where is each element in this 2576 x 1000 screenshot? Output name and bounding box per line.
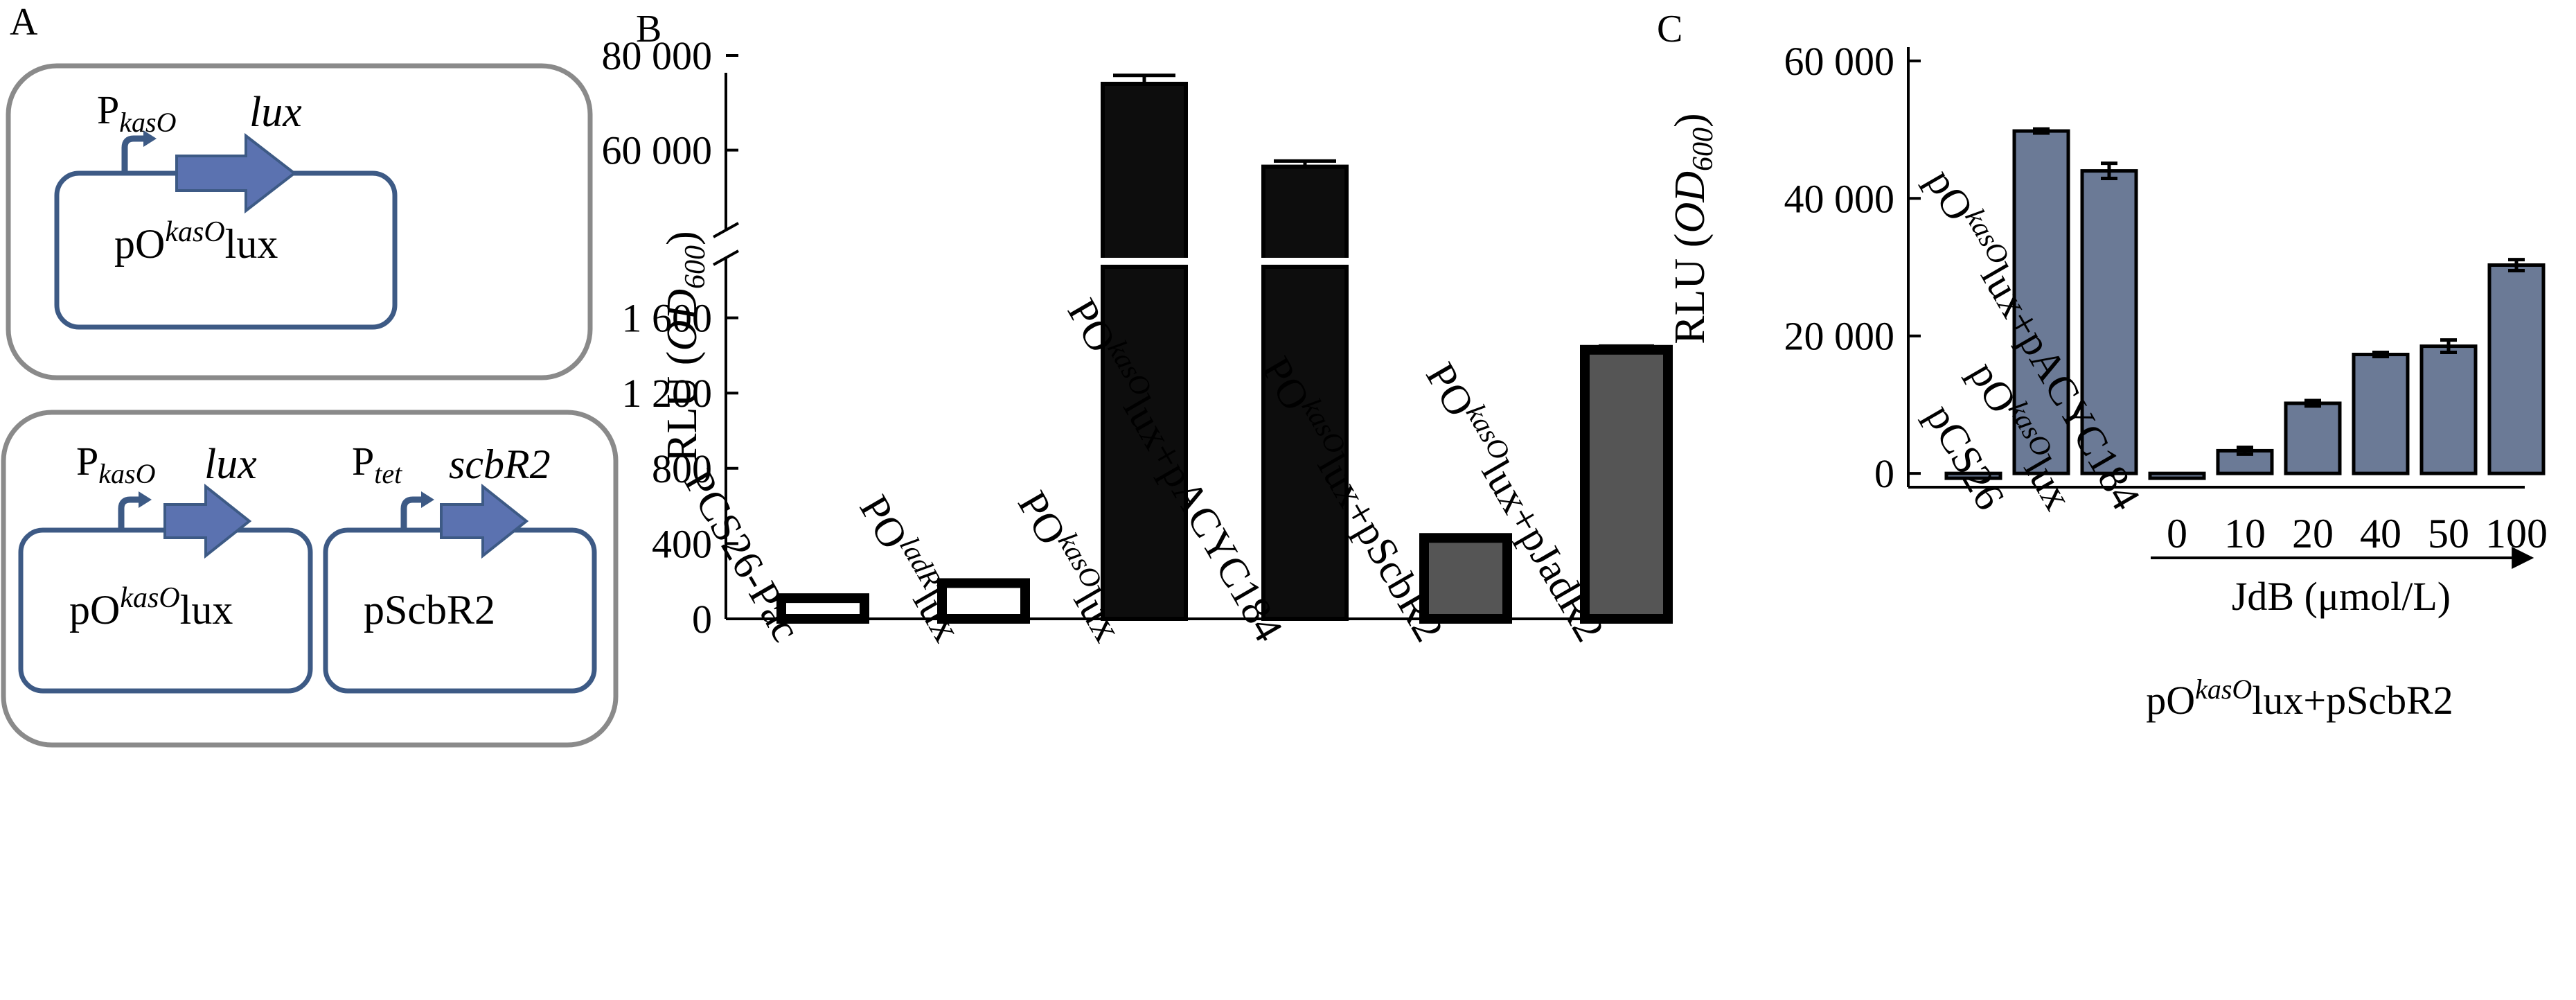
panel-b-ylabel: RLU (OD600) [659, 231, 711, 462]
promoter-label: Ptet [352, 439, 402, 489]
panel-b-bar [1419, 533, 1512, 624]
promoter-label: PkasO [97, 87, 176, 138]
panel-c-bar [2080, 169, 2138, 475]
panel-a: A PkasO lux pOkasOlux PkasO lux pOkasOlu… [1, 1, 619, 748]
panel-b-bar [1580, 344, 1673, 624]
panel-c-dose-label: 100 [2485, 511, 2548, 556]
promoter-arrow-icon [400, 496, 421, 530]
panel-b-bar [937, 578, 1030, 624]
panel-b-category-label: POladRlux [851, 485, 975, 649]
panel-b-y-tick-label: 800 [652, 446, 712, 491]
panel-b-y-tick-label: 1 600 [622, 296, 713, 341]
lux-gene-arrow-icon [175, 132, 297, 214]
panel-b-y-tick-label: 1 200 [622, 371, 713, 416]
promoter-arrow-icon [118, 496, 139, 530]
panel-a-label: A [10, 1, 38, 44]
panel-b-y-tick-label: 0 [692, 597, 712, 642]
panel-c-bar [2148, 471, 2206, 480]
group-label: pOkasOlux+pScbR2 [2146, 674, 2453, 723]
panel-b-bar-break [1100, 258, 1189, 265]
panel-b-y-tick-label: 400 [652, 521, 712, 566]
panel-c-y-tick-label: 0 [1874, 451, 1894, 496]
construct-box-2 [1, 410, 619, 748]
panel-c-y-tick-label: 40 000 [1784, 176, 1895, 221]
panel-c-label: C [1657, 8, 1682, 51]
panel-c-dose-label: 0 [2167, 511, 2187, 556]
panel-c-y-tick-label: 20 000 [1784, 314, 1895, 359]
plasmid-label: pOkasOlux [69, 582, 233, 633]
panel-c-bar [2284, 401, 2342, 475]
panel-b-bar-break [1261, 258, 1349, 265]
panel-b-y-tick-label: 80 000 [602, 33, 713, 78]
panel-b-bar [1261, 265, 1349, 621]
promoter-label: PkasO [76, 439, 155, 489]
panel-c-dose-label: 50 [2428, 511, 2469, 556]
panel-c-bar [2352, 353, 2410, 475]
panel-c-dose-label: 40 [2360, 511, 2401, 556]
panel-b-bar-upper [1101, 82, 1188, 262]
promoter-arrow-icon [121, 135, 143, 173]
panel-b-bar [776, 593, 869, 624]
panel-c: C RLU (OD600) 0 20 000 40 000 60 000 pCS26 pO… [1657, 8, 2548, 723]
panel-b-label: B [636, 8, 661, 51]
panel-c-y-tick-label: 60 000 [1784, 39, 1895, 84]
panel-b-axis-break [713, 249, 739, 266]
plasmid-label: pScbR2 [364, 587, 495, 633]
gene-label: lux [204, 441, 257, 488]
panel-c-dose-label: 20 [2292, 511, 2334, 556]
promoter-arrow-head-icon [143, 130, 157, 147]
panel-c-category-label: pCS26 [1917, 396, 2014, 518]
panel-b-y-tick-label: 60 000 [602, 128, 713, 173]
panel-c-bar [2012, 129, 2070, 475]
plasmid-label: pOkasOlux [114, 216, 278, 267]
panel-b-axis-break [713, 222, 739, 238]
lux-gene-arrow-icon [163, 483, 252, 559]
jdb-label: JdB (μmol/L) [2232, 574, 2451, 619]
panel-c-ylabel: RLU (OD600) [1667, 113, 1719, 344]
panel-c-bar [2487, 263, 2546, 475]
promoter-arrow-head-icon [421, 491, 434, 508]
construct-box-1 [6, 63, 593, 380]
panel-c-dose-label: 10 [2224, 511, 2266, 556]
panel-c-bar [1944, 471, 2002, 480]
panel-c-bar [2419, 344, 2478, 475]
panel-b-bar-upper [1261, 164, 1349, 262]
gene-label: scbR2 [449, 441, 551, 487]
panel-b: B RLU (OD600) 0 400 800 1 200 1 600 60 000 80 … [602, 8, 1673, 649]
panel-b-bar [1101, 265, 1188, 621]
gene-label: lux [249, 89, 302, 136]
scbr2-gene-arrow-icon [440, 483, 529, 559]
promoter-arrow-head-icon [139, 491, 152, 508]
